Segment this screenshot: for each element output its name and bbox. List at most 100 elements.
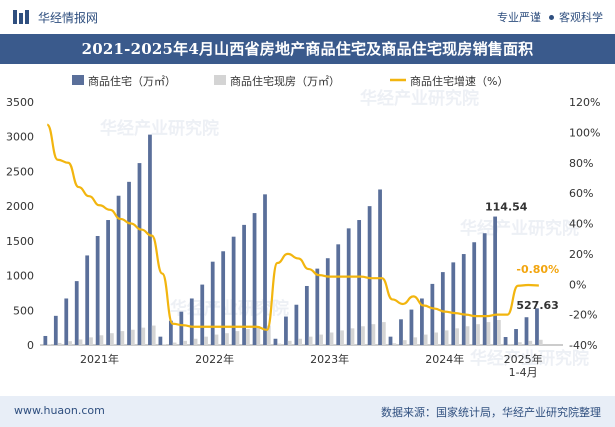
bar-residential <box>210 261 215 345</box>
bar-existing-homes <box>392 343 397 345</box>
x-tick-label: 2025年 <box>504 352 543 366</box>
y-right-tick-label: 60% <box>569 187 593 200</box>
bar-existing-homes <box>298 338 303 345</box>
bar-existing-homes <box>476 324 480 345</box>
data-label: 527.63 <box>516 299 558 312</box>
y-left-tick-label: 3000 <box>6 131 34 144</box>
bar-existing-homes <box>287 340 292 345</box>
watermark-text: 华经产业研究院 <box>170 298 289 319</box>
bar-residential <box>85 255 90 345</box>
bar-existing-homes <box>141 327 146 345</box>
bar-residential <box>116 195 121 345</box>
legend-swatch <box>214 75 226 85</box>
bar-residential <box>106 220 110 345</box>
bar-residential <box>440 272 445 345</box>
y-right-tick-label: -20% <box>569 309 597 322</box>
bar-residential <box>409 309 414 345</box>
bar-existing-homes <box>193 338 198 345</box>
y-right-tick-label: 0% <box>569 278 586 291</box>
bar-existing-homes <box>266 325 271 345</box>
x-tick-label: 2024年 <box>425 352 464 366</box>
brand-name: 华经情报网 <box>38 10 99 25</box>
bar-existing-homes <box>68 341 72 345</box>
bar-residential <box>472 242 477 345</box>
x-tick-label: 2022年 <box>195 352 234 366</box>
legend-swatch <box>72 75 84 85</box>
bar-existing-homes <box>89 337 93 345</box>
footer-url[interactable]: www.huaon.com <box>14 404 105 417</box>
y-right-tick-label: 20% <box>569 248 593 261</box>
header-tags: 专业严谨 客观科学 <box>497 9 603 25</box>
bar-residential <box>325 258 330 345</box>
bar-residential <box>336 244 341 345</box>
x-tick-label: 2021年 <box>80 352 119 366</box>
y-left-tick-label: 1500 <box>6 235 34 248</box>
legend-label: 商品住宅增速（%） <box>410 74 508 88</box>
bar-existing-homes <box>538 339 543 345</box>
bar-existing-homes <box>465 326 470 345</box>
bar-existing-homes <box>162 344 167 345</box>
bar-residential <box>399 319 403 345</box>
watermark-text: 华经产业研究院 <box>360 88 479 109</box>
bar-residential <box>200 284 205 345</box>
bar-existing-homes <box>528 340 533 345</box>
bar-residential <box>64 298 69 345</box>
footer: www.huaon.com 数据来源：国家统计局，华经产业研究院整理 <box>0 396 615 427</box>
tag-professional: 专业严谨 <box>497 11 541 24</box>
bar-existing-homes <box>204 336 208 345</box>
bar-residential <box>43 335 48 345</box>
bar-existing-homes <box>371 324 376 345</box>
y-left-tick-label: 0 <box>27 339 34 352</box>
data-label: -0.80% <box>516 263 559 276</box>
y-right-tick-label: 100% <box>569 126 600 139</box>
dot-icon <box>549 15 554 20</box>
brand: 华经情报网 <box>12 8 98 26</box>
bar-residential <box>524 317 529 345</box>
bar-existing-homes <box>361 326 365 345</box>
tag-objective: 客观科学 <box>559 11 603 24</box>
bar-residential <box>304 285 309 345</box>
bar-existing-homes <box>340 330 344 345</box>
y-left-tick-label: 2500 <box>6 165 34 178</box>
bar-existing-homes <box>308 336 313 345</box>
bar-residential <box>461 254 466 345</box>
bar-residential <box>74 281 79 345</box>
bar-existing-homes <box>455 328 459 345</box>
bar-existing-homes <box>120 331 125 345</box>
bar-residential <box>430 283 435 345</box>
top-bar: 华经情报网 专业严谨 客观科学 <box>0 0 615 34</box>
bar-existing-homes <box>109 333 114 345</box>
bar-residential <box>367 206 372 345</box>
bar-existing-homes <box>497 320 501 345</box>
bar-residential <box>273 338 278 345</box>
watermark-text: 华经产业研究院 <box>460 218 579 239</box>
bar-residential <box>378 189 382 345</box>
bar-existing-homes <box>235 331 240 345</box>
bar-existing-homes <box>350 328 355 345</box>
bar-existing-homes <box>486 322 491 345</box>
bar-existing-homes <box>423 334 428 345</box>
bar-residential <box>451 262 456 345</box>
bar-existing-homes <box>517 342 522 345</box>
y-left-tick-label: 2000 <box>6 200 34 213</box>
bar-residential <box>284 316 288 345</box>
y-right-tick-label: 120% <box>569 96 600 109</box>
bar-residential <box>148 134 152 345</box>
bar-existing-homes <box>507 343 512 345</box>
growth-line <box>46 123 539 331</box>
bar-existing-homes <box>151 325 156 345</box>
bar-residential <box>493 216 498 345</box>
bar-existing-homes <box>329 332 334 345</box>
y-right-tick-label: 80% <box>569 157 593 170</box>
bar-residential <box>127 181 131 345</box>
bar-existing-homes <box>277 343 282 345</box>
bar-residential <box>503 337 508 345</box>
x-tick-label: 1-4月 <box>509 366 538 379</box>
bar-existing-homes <box>402 340 407 345</box>
bar-existing-homes <box>172 342 177 345</box>
y-left-tick-label: 500 <box>13 304 34 317</box>
bar-existing-homes <box>444 330 449 345</box>
bar-existing-homes <box>57 342 62 345</box>
bar-existing-homes <box>78 339 83 345</box>
bar-existing-homes <box>99 335 104 345</box>
